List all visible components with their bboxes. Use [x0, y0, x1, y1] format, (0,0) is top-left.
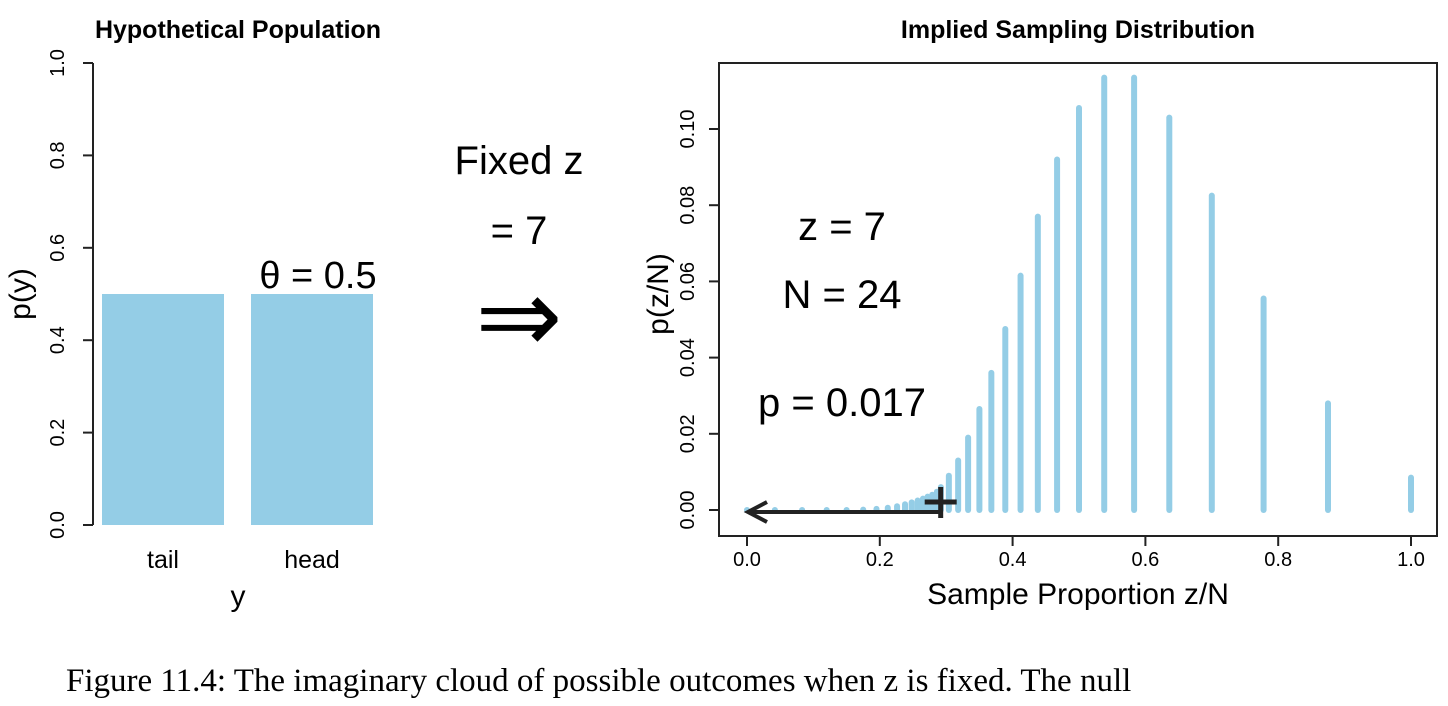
- left-y-tick-label: 0.0: [47, 511, 69, 539]
- implies-arrow-icon: ⇒: [475, 259, 562, 375]
- right-y-tick-label: 0.10: [677, 110, 699, 149]
- right-y-tick-label: 0.08: [677, 186, 699, 225]
- right-x-tick-label: 0.6: [1131, 549, 1159, 571]
- left-x-category-label: tail: [147, 546, 179, 574]
- right-x-tick-label: 0.4: [999, 549, 1027, 571]
- right-x-tick-label: 0.2: [866, 549, 894, 571]
- tail-arrow: [743, 487, 957, 524]
- right-x-tick-label: 1.0: [1397, 549, 1425, 571]
- left-chart-title: Hypothetical Population: [95, 16, 381, 44]
- p-value-annotation: p = 0.017: [758, 381, 926, 425]
- left-y-tick-label: 0.2: [47, 419, 69, 447]
- z-annotation: z = 7: [798, 205, 886, 249]
- right-x-axis: 0.0 0.2 0.4 0.6 0.8 1.0: [733, 536, 1425, 571]
- left-y-tick-label: 0.6: [47, 234, 69, 262]
- fixed-z-value: = 7: [491, 209, 548, 253]
- right-y-tick-label: 0.00: [677, 491, 699, 530]
- figure-caption: Figure 11.4: The imaginary cloud of poss…: [66, 663, 1131, 699]
- left-bars: [102, 294, 373, 525]
- left-y-tick-label: 1.0: [47, 49, 69, 77]
- right-spikes: [744, 74, 1414, 513]
- right-chart-title: Implied Sampling Distribution: [901, 16, 1255, 44]
- right-y-tick-label: 0.06: [677, 262, 699, 301]
- left-x-axis-label: y: [231, 580, 246, 613]
- left-y-tick-label: 0.4: [47, 326, 69, 354]
- left-y-axis-label: p(y): [4, 268, 37, 320]
- n-annotation: N = 24: [783, 273, 902, 317]
- middle-transition: Fixed z = 7 ⇒: [455, 139, 584, 375]
- left-y-tick-label: 0.8: [47, 141, 69, 169]
- right-y-axis: 0.00 0.02 0.04 0.06 0.08 0.10: [677, 110, 719, 530]
- fixed-z-label: Fixed z: [455, 139, 584, 183]
- theta-annotation: θ = 0.5: [259, 255, 376, 297]
- bar-tail: [102, 294, 224, 525]
- left-x-category-label: head: [284, 546, 340, 574]
- right-y-axis-label: p(z/N): [642, 253, 675, 335]
- left-x-axis: tail head: [147, 546, 340, 574]
- right-x-axis-label: Sample Proportion z/N: [927, 578, 1229, 611]
- right-y-tick-label: 0.02: [677, 414, 699, 453]
- right-y-tick-label: 0.04: [677, 338, 699, 377]
- left-panel: Hypothetical Population 0.0 0.2 0.4 0.6 0.8 1…: [4, 16, 381, 613]
- right-x-tick-label: 0.0: [733, 549, 761, 571]
- right-x-tick-label: 0.8: [1264, 549, 1292, 571]
- bar-head: [251, 294, 373, 525]
- left-y-axis: 0.0 0.2 0.4 0.6 0.8 1.0: [47, 49, 94, 539]
- right-plot-frame: [718, 62, 1438, 537]
- tail-arrow-head-icon: [743, 500, 768, 524]
- right-panel: Implied Sampling Distribution 0.000.020.…: [642, 16, 1438, 611]
